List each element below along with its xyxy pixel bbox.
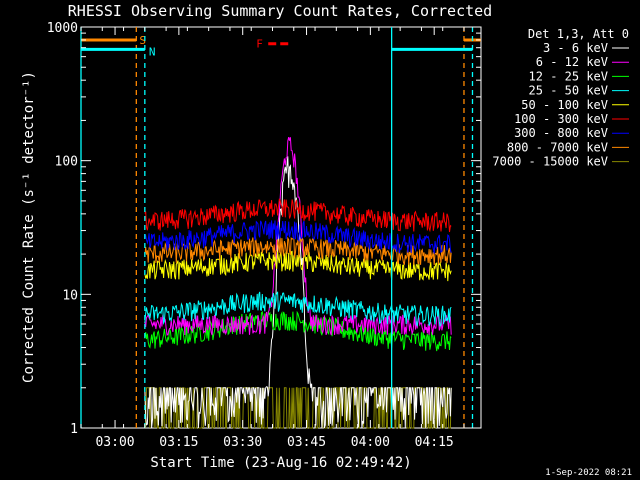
series-line [144,250,452,282]
x-tick-label: 03:45 [287,435,326,450]
series-line [144,198,452,233]
y-tick-label: 1000 [47,21,78,36]
legend-label: 800 - 7000 keV [507,140,608,154]
series-line [144,220,452,254]
y-tick-label: 1 [70,422,78,437]
flag-label: N [149,45,156,58]
flag-layer: SN F [80,27,481,428]
legend-label: 50 - 100 keV [521,98,608,112]
legend-label: 7000 - 15000 keV [492,155,608,169]
y-axis-label: Corrected Count Rate (s⁻¹ detector⁻¹) [21,71,37,383]
axis-layer: 03:00 03:15 03:30 03:45 04:00 04:15 1 10 100 1000 [47,21,481,450]
y-tick-label: 100 [55,155,78,170]
x-axis-label: Start Time (23-Aug-16 02:49:42) [150,455,411,471]
chart-title: RHESSI Observing Summary Count Rates, Co… [68,2,492,20]
timestamp: 1-Sep-2022 08:21 [545,468,632,478]
series-line [144,136,452,336]
x-tick-label: 03:15 [159,435,198,450]
legend-label: 6 - 12 keV [536,55,608,69]
legend-label: 100 - 300 keV [514,112,608,126]
x-tick-label: 03:00 [95,435,134,450]
flag-label: S [139,34,146,47]
series-layer [144,136,452,429]
legend-label: 25 - 50 keV [529,84,608,98]
x-tick-label: 04:15 [415,435,454,450]
y-tick-label: 10 [62,288,78,303]
x-tick-label: 03:30 [223,435,262,450]
legend-label: 300 - 800 keV [514,126,608,140]
series-line [144,156,452,429]
legend-title: Det 1,3, Att 0 [528,27,629,41]
x-tick-label: 04:00 [351,435,390,450]
legend-label: 12 - 25 keV [529,69,608,83]
plot-area: SN F 03:00 03:15 03:30 03:45 04:00 04:15 1 10 100… [47,21,482,450]
plot-frame [80,26,482,429]
series-line [144,291,452,328]
series-line [144,310,452,352]
legend-label: 3 - 6 keV [543,41,608,55]
flag-label: F [256,38,263,51]
